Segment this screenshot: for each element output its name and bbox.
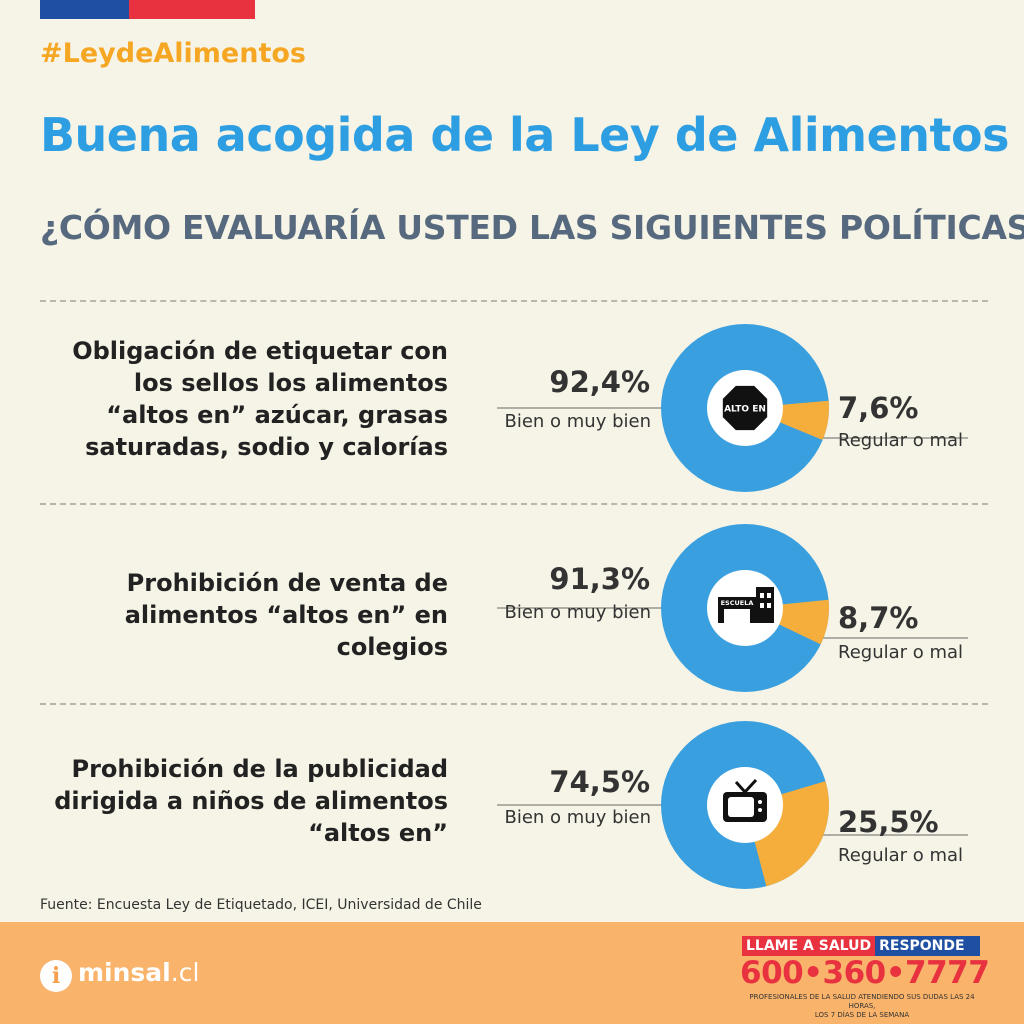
policy-row-advertising: Prohibición de la publicidad dirigida a …	[0, 705, 1024, 905]
icon-label: ALTO EN	[724, 405, 766, 415]
hotline-banner: LLAME A SALUD RESPONDE	[742, 936, 980, 956]
info-icon: i	[40, 960, 72, 992]
bad-percent: 7,6%	[838, 391, 919, 425]
page-subtitle: ¿CÓMO EVALUARÍA USTED LAS SIGUIENTES POL…	[40, 208, 1024, 247]
donut-chart: ALTO EN	[661, 324, 829, 492]
page-title: Buena acogida de la Ley de Alimentos	[40, 108, 1010, 162]
chile-flag-stripe	[40, 0, 255, 19]
good-percent: 91,3%	[549, 562, 650, 596]
policy-question: Prohibición de venta de alimentos “altos…	[124, 569, 448, 661]
icon-label: ESCUELA	[721, 599, 754, 607]
donut-chart	[661, 721, 829, 889]
bad-caption: Regular o mal	[838, 642, 964, 663]
good-percent: 74,5%	[549, 765, 650, 799]
hotline-note: PROFESIONALES DE LA SALUD ATENDIENDO SUS…	[749, 993, 975, 1019]
hotline-phone[interactable]: 600•360•7777	[740, 955, 990, 991]
good-caption: Bien o muy bien	[504, 602, 651, 623]
policy-row-schools: Prohibición de venta de alimentos “altos…	[0, 505, 1024, 705]
good-percent: 92,4%	[549, 365, 650, 399]
bad-caption: Regular o mal	[838, 845, 964, 866]
policy-question: Prohibición de la publicidad dirigida a …	[54, 755, 448, 847]
bad-percent: 25,5%	[838, 805, 939, 839]
alto-en-stop-sign-icon	[722, 385, 768, 431]
divider	[40, 503, 988, 505]
hashtag: #LeydeAlimentos	[40, 38, 306, 69]
good-caption: Bien o muy bien	[504, 411, 651, 432]
divider	[40, 703, 988, 705]
policy-question: Obligación de etiquetar con los sellos l…	[72, 337, 448, 461]
source-note: Fuente: Encuesta Ley de Etiquetado, ICEI…	[40, 897, 482, 913]
good-caption: Bien o muy bien	[504, 807, 651, 828]
bad-percent: 8,7%	[838, 601, 919, 635]
bad-caption: Regular o mal	[838, 430, 964, 451]
school-building-icon	[718, 587, 774, 623]
donut-chart: ESCUELA	[661, 524, 829, 692]
television-icon	[723, 778, 767, 822]
policy-row-labeling: Obligación de etiquetar con los sellos l…	[0, 305, 1024, 505]
divider	[40, 300, 988, 302]
minsal-logo[interactable]: minsal.cl	[78, 958, 200, 987]
